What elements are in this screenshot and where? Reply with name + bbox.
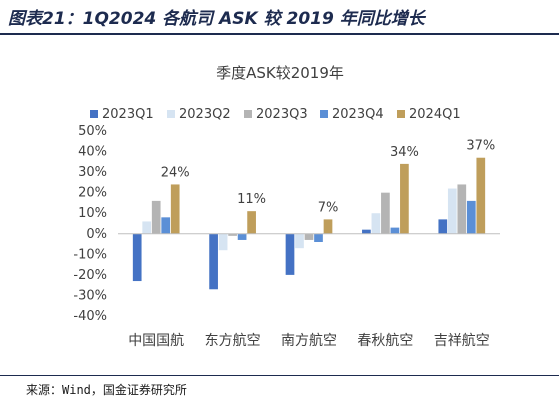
legend-label-2023Q4: 2023Q4 [332, 107, 384, 122]
y-tick-label: 20% [78, 186, 107, 201]
legend-swatch-2023Q1 [90, 110, 98, 118]
legend-swatch-2023Q2 [167, 110, 175, 118]
legend-label-2023Q2: 2023Q2 [179, 107, 231, 122]
y-tick-label: -30% [73, 288, 107, 303]
y-tick-label: 50% [78, 124, 107, 139]
bar-2023Q2-3 [371, 213, 381, 234]
bar-2023Q3-0 [151, 200, 161, 234]
y-tick-label: 10% [78, 206, 107, 221]
bar-2024Q1-1 [247, 211, 256, 234]
title-rule [0, 33, 559, 35]
bar-2023Q4-3 [390, 227, 400, 234]
y-axis: -40% -30% -20% -10% 0% 10% 20% 30% 40% 50% [73, 124, 107, 324]
bar-2023Q4-0 [161, 217, 171, 234]
x-tick-label: 春秋航空 [357, 333, 413, 349]
bar-2023Q2-1 [218, 233, 228, 251]
y-tick-label: -40% [73, 309, 107, 324]
bar-2023Q2-2 [295, 233, 304, 249]
bars [132, 157, 486, 290]
x-tick-label: 吉祥航空 [434, 333, 490, 349]
bar-2023Q1-1 [209, 233, 218, 290]
bar-2023Q1-2 [285, 233, 295, 275]
bar-2023Q3-1 [228, 233, 237, 236]
x-tick-label: 东方航空 [205, 333, 261, 349]
legend-swatch-2024Q1 [397, 110, 405, 118]
bar-2024Q1-4 [476, 157, 486, 234]
y-tick-label: -10% [73, 247, 107, 262]
bar-2023Q4-2 [314, 233, 323, 242]
bar-2023Q4-4 [466, 200, 476, 234]
bar-2023Q4-1 [237, 233, 247, 240]
bar-2023Q2-0 [142, 221, 152, 234]
legend-swatch-2023Q4 [320, 110, 328, 118]
source-rule [0, 375, 559, 376]
y-tick-label: -20% [73, 268, 107, 283]
chart-title: 季度ASK较2019年 [216, 64, 344, 82]
legend-label-2023Q1: 2023Q1 [102, 107, 154, 122]
legend-label-2023Q3: 2023Q3 [256, 107, 308, 122]
legend-swatch-2023Q3 [244, 110, 252, 118]
data-labels: 24% 11% 7% 34% 37% [161, 139, 496, 216]
x-axis: 中国国航 东方航空 南方航空 春秋航空 吉祥航空 [118, 233, 500, 349]
data-label-2: 7% [318, 200, 339, 215]
y-tick-label: 40% [78, 145, 107, 160]
x-tick-label: 南方航空 [281, 333, 337, 349]
bar-2023Q3-4 [457, 184, 467, 234]
source-note: 来源：Wind，国金证券研究所 [26, 383, 187, 397]
bar-2023Q1-0 [132, 233, 142, 282]
x-tick-label: 中国国航 [128, 333, 184, 349]
bar-2024Q1-2 [323, 219, 333, 234]
bar-chart: 季度ASK较2019年 2023Q1 2023Q2 2023Q3 2023Q4 2024… [73, 64, 500, 349]
data-label-3: 34% [390, 145, 419, 160]
y-tick-label: 0% [86, 227, 107, 242]
bar-2023Q3-2 [304, 233, 314, 240]
legend: 2023Q1 2023Q2 2023Q3 2023Q4 2024Q1 [90, 107, 461, 122]
bar-2023Q2-4 [447, 188, 457, 234]
bar-2024Q1-0 [170, 184, 180, 234]
data-label-4: 37% [466, 139, 495, 154]
bar-2023Q1-4 [438, 219, 448, 234]
data-label-1: 11% [237, 192, 266, 207]
bar-2023Q1-3 [362, 229, 371, 234]
data-label-0: 24% [161, 165, 190, 180]
figure-title: 图表21：1Q2024 各航司 ASK 较 2019 年同比增长 [8, 9, 425, 29]
bar-2024Q1-3 [400, 163, 409, 234]
y-tick-label: 30% [78, 165, 107, 180]
legend-label-2024Q1: 2024Q1 [409, 107, 461, 122]
bar-2023Q3-3 [381, 192, 390, 234]
